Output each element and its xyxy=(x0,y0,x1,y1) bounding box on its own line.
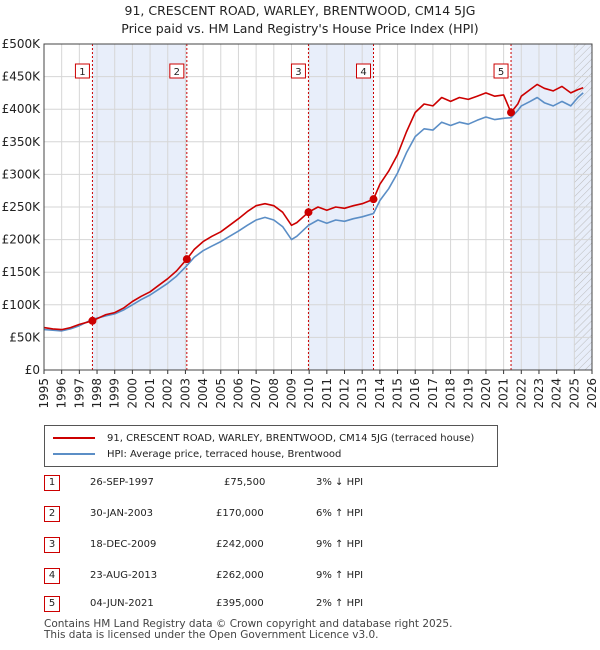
x-tick-label: 2022 xyxy=(514,378,528,409)
legend-label-hpi: HPI: Average price, terraced house, Bren… xyxy=(107,448,342,460)
x-tick-label: 2000 xyxy=(125,378,139,409)
x-tick-label: 2021 xyxy=(497,378,511,409)
sale-hpi-diff: 2% ↑ HPI xyxy=(316,598,364,609)
sale-hpi-diff: 6% ↑ HPI xyxy=(316,508,364,519)
legend-item-hpi: HPI: Average price, terraced house, Bren… xyxy=(53,447,341,461)
sale-number-label: 4 xyxy=(360,67,366,78)
sale-point xyxy=(369,195,378,204)
sale-number-label: 5 xyxy=(498,67,504,78)
sale-date: 26-SEP-1997 xyxy=(90,477,154,488)
x-tick-label: 2019 xyxy=(461,378,475,409)
sale-hpi-diff: 9% ↑ HPI xyxy=(316,539,364,550)
x-tick-label: 2026 xyxy=(585,378,599,409)
x-tick-label: 2018 xyxy=(444,378,458,409)
sale-price: £242,000 xyxy=(216,539,264,550)
sale-number-box xyxy=(356,63,372,79)
x-tick-label: 2007 xyxy=(249,378,263,409)
footer-attribution: Contains HM Land Registry data © Crown c… xyxy=(44,619,452,641)
x-tick-label: 2008 xyxy=(267,378,281,409)
chart-legend: 91, CRESCENT ROAD, WARLEY, BRENTWOOD, CM… xyxy=(44,425,498,467)
x-tick-label: 2024 xyxy=(550,378,564,409)
sale-number-badge: 5 xyxy=(44,596,60,612)
legend-label-property: 91, CRESCENT ROAD, WARLEY, BRENTWOOD, CM… xyxy=(107,432,475,444)
price-chart: 1 2 3 4 5 £0 £50K £100K £150K £200K £250K £300K £35… xyxy=(2,37,599,409)
x-tick-label: 2005 xyxy=(214,378,228,409)
y-tick-label: £300K xyxy=(2,167,42,181)
sale-point xyxy=(507,108,516,117)
y-tick-label: £0 xyxy=(25,363,40,377)
x-tick-label: 1998 xyxy=(90,378,104,409)
y-tick-label: £400K xyxy=(2,102,42,116)
x-tick-label: 2010 xyxy=(302,378,316,409)
x-tick-label: 2002 xyxy=(161,378,175,409)
x-tick-label: 2006 xyxy=(231,378,245,409)
sale-number-box xyxy=(169,63,185,79)
y-tick-label: £100K xyxy=(2,298,42,312)
y-tick-label: £500K xyxy=(2,37,42,51)
x-tick-label: 2017 xyxy=(426,378,440,409)
y-tick-label: £150K xyxy=(2,265,42,279)
legend-swatch-property xyxy=(53,437,95,439)
sale-hpi-diff: 3% ↓ HPI xyxy=(316,477,364,488)
property-price-line xyxy=(43,83,584,331)
x-tick-label: 2016 xyxy=(408,378,422,409)
x-tick-label: 2014 xyxy=(373,378,387,409)
footer-line-1: Contains HM Land Registry data © Crown c… xyxy=(44,618,453,630)
legend-swatch-hpi xyxy=(53,453,95,455)
sale-price: £75,500 xyxy=(224,477,266,488)
x-tick-label: 2011 xyxy=(320,378,334,409)
sale-point xyxy=(182,255,191,264)
sale-date: 18-DEC-2009 xyxy=(90,539,157,550)
sale-number-label: 3 xyxy=(295,67,301,78)
x-tick-label: 1996 xyxy=(55,378,69,409)
x-tick-label: 2023 xyxy=(532,378,546,409)
sale-number-box xyxy=(290,63,306,79)
sale-number-badge: 1 xyxy=(44,475,60,491)
sale-price: £262,000 xyxy=(216,570,264,581)
sale-number-label: 1 xyxy=(79,67,85,78)
sale-date: 30-JAN-2003 xyxy=(90,508,154,519)
y-tick-label: £450K xyxy=(2,70,42,84)
chart-title: 91, CRESCENT ROAD, WARLEY, BRENTWOOD, CM… xyxy=(124,3,476,18)
sale-number-badge: 3 xyxy=(44,537,60,553)
x-tick-label: 2003 xyxy=(178,378,192,409)
x-tick-label: 2012 xyxy=(338,378,352,409)
sale-date: 04-JUN-2021 xyxy=(90,598,154,609)
sale-number-label: 2 xyxy=(174,67,180,78)
sale-date: 23-AUG-2013 xyxy=(90,570,158,581)
x-tick-label: 2015 xyxy=(391,378,405,409)
x-tick-label: 1995 xyxy=(37,378,51,409)
x-tick-label: 2009 xyxy=(284,378,298,409)
x-tick-label: 2004 xyxy=(196,378,210,409)
plot-border xyxy=(43,43,593,371)
sale-price: £170,000 xyxy=(216,508,264,519)
y-tick-label: £200K xyxy=(2,233,42,247)
x-tick-label: 1997 xyxy=(72,378,86,409)
hpi-line xyxy=(43,92,584,332)
sale-point xyxy=(304,208,313,217)
sale-number-box xyxy=(493,63,509,79)
sale-price: £395,000 xyxy=(216,598,264,609)
x-tick-label: 1999 xyxy=(108,378,122,409)
y-tick-label: £50K xyxy=(9,330,41,344)
sale-number-badge: 4 xyxy=(44,568,60,584)
sale-number-badge: 2 xyxy=(44,506,60,522)
chart-subtitle: Price paid vs. HM Land Registry's House … xyxy=(121,21,479,36)
y-tick-label: £250K xyxy=(2,200,42,214)
legend-item-property: 91, CRESCENT ROAD, WARLEY, BRENTWOOD, CM… xyxy=(53,431,474,445)
x-tick-label: 2020 xyxy=(479,378,493,409)
x-tick-label: 2013 xyxy=(355,378,369,409)
x-tick-label: 2025 xyxy=(567,378,581,409)
sale-hpi-diff: 9% ↑ HPI xyxy=(316,570,364,581)
footer-line-2: This data is licensed under the Open Gov… xyxy=(44,629,379,641)
sale-number-box xyxy=(74,63,90,79)
x-tick-label: 2001 xyxy=(143,378,157,409)
sale-point xyxy=(88,316,97,325)
y-tick-label: £350K xyxy=(2,135,42,149)
